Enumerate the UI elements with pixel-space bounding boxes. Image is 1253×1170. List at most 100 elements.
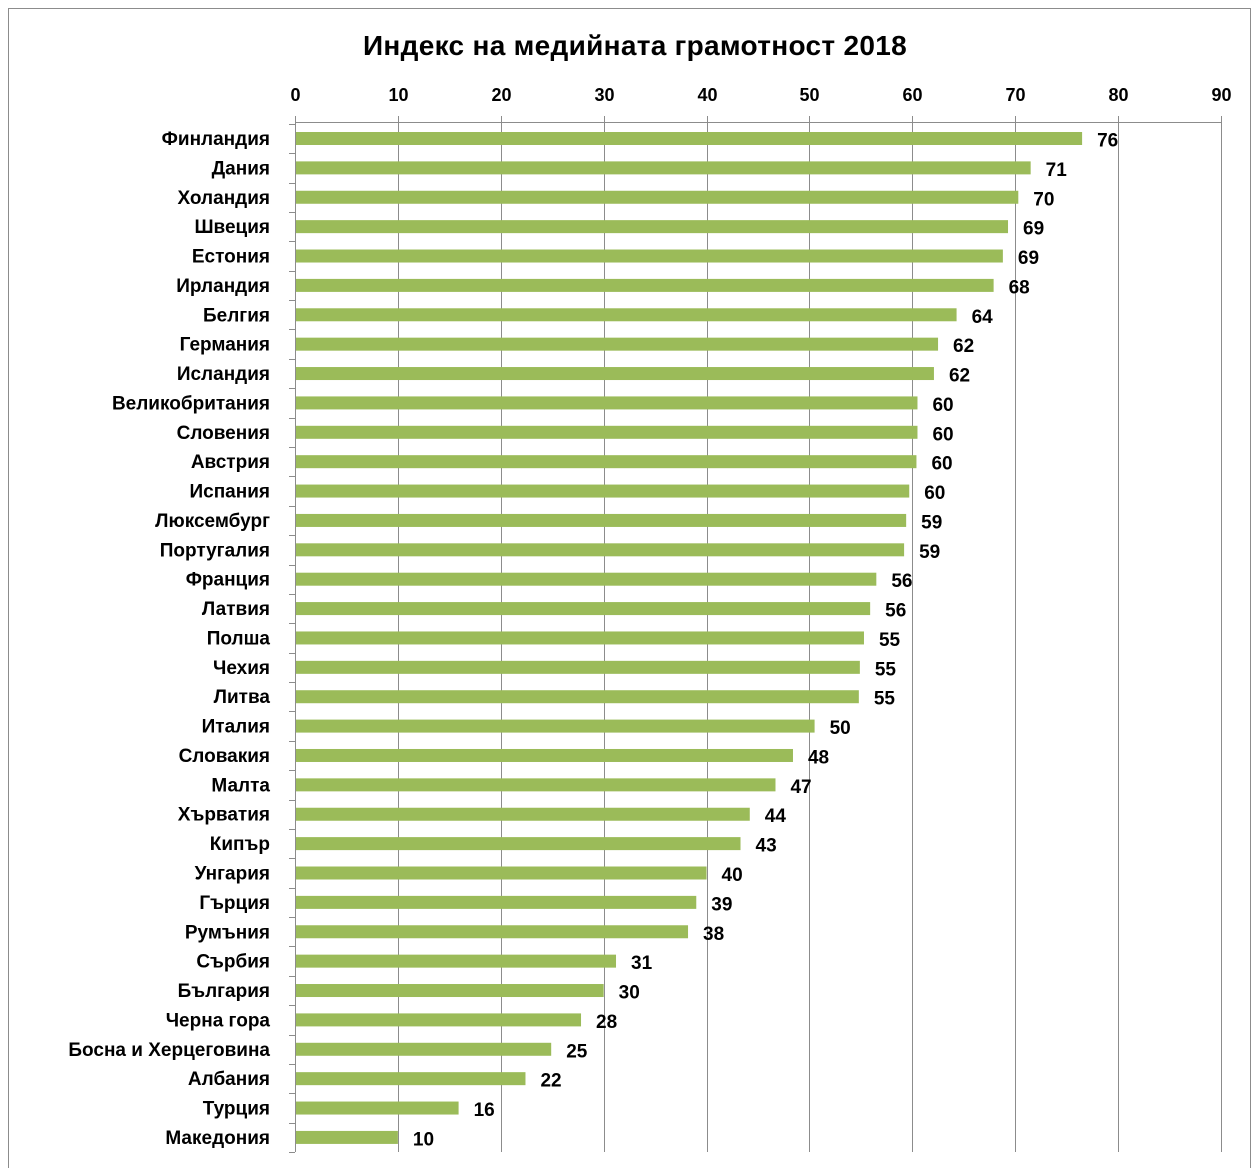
category-label: Румъния [185, 922, 270, 943]
bar [296, 308, 957, 322]
data-label: 48 [808, 747, 829, 768]
category-label: Великобритания [112, 393, 270, 414]
bar [296, 367, 934, 381]
data-label: 60 [932, 395, 953, 416]
category-label: Полша [207, 628, 271, 649]
bar [296, 748, 793, 762]
category-label: Дания [212, 158, 270, 179]
data-label: 16 [474, 1100, 495, 1121]
chart-title: Индекс на медийната грамотност 2018 [363, 30, 907, 61]
category-label: Македония [165, 1128, 270, 1149]
data-label: 71 [1046, 160, 1068, 181]
bar [296, 866, 707, 880]
bar [296, 1013, 582, 1027]
bar [296, 631, 864, 645]
x-tick-label: 30 [594, 85, 614, 105]
data-label: 50 [830, 718, 851, 739]
category-label: Гърция [199, 893, 270, 914]
category-label: Латвия [202, 599, 270, 620]
bar [296, 719, 815, 733]
bar [296, 425, 918, 439]
bar [296, 249, 1003, 263]
data-label: 64 [972, 307, 994, 328]
x-tick-label: 60 [902, 85, 922, 105]
x-tick-label: 50 [799, 85, 819, 105]
data-label: 39 [711, 894, 732, 915]
category-label: Австрия [191, 452, 270, 473]
category-label: Естония [192, 247, 270, 268]
data-label: 56 [885, 601, 906, 622]
bar [296, 954, 617, 968]
data-label: 44 [765, 806, 787, 827]
x-tick-label: 0 [290, 85, 300, 105]
category-label: Словения [177, 423, 270, 444]
x-tick-label: 10 [388, 85, 408, 105]
category-label: Холандия [178, 188, 271, 209]
category-label: Германия [180, 335, 270, 356]
data-label: 55 [879, 630, 901, 651]
category-label: България [178, 981, 270, 1002]
data-label: 68 [1009, 277, 1030, 298]
data-label: 56 [891, 571, 912, 592]
bar [296, 1130, 398, 1144]
category-label: Малта [211, 775, 270, 796]
bar [296, 337, 939, 351]
data-label: 28 [596, 1012, 617, 1033]
x-tick-label: 80 [1108, 85, 1128, 105]
labels: Финландия 76 Дания 71 Холандия 70 Швеция 69 Есто… [68, 129, 1118, 1150]
data-label: 60 [932, 424, 953, 445]
data-label: 60 [931, 454, 952, 475]
bar [296, 543, 905, 557]
category-label: Унгария [195, 864, 270, 885]
category-label: Босна и Херцеговина [68, 1040, 270, 1061]
category-label: Испания [189, 482, 270, 503]
bar [296, 807, 750, 821]
bar [296, 220, 1009, 234]
bar [296, 396, 918, 410]
category-label: Черна гора [166, 1010, 271, 1031]
category-label: Хърватия [178, 805, 270, 826]
data-label: 38 [703, 924, 724, 945]
category-label: Кипър [210, 834, 270, 855]
bar [296, 690, 859, 704]
category-label: Литва [214, 687, 271, 708]
bar [296, 455, 917, 469]
data-label: 70 [1033, 189, 1054, 210]
bar [296, 513, 907, 527]
bar [296, 132, 1083, 145]
category-label: Словакия [179, 746, 270, 767]
bar [296, 660, 860, 674]
x-tick-label: 40 [697, 85, 717, 105]
data-label: 76 [1097, 131, 1118, 152]
x-tick-label: 20 [491, 85, 511, 105]
data-label: 55 [874, 689, 896, 710]
data-label: 25 [566, 1041, 588, 1062]
bar [296, 572, 877, 586]
bar [296, 837, 741, 851]
bar [296, 1101, 459, 1115]
category-label: Италия [202, 717, 270, 738]
x-tick-label: 70 [1005, 85, 1025, 105]
bar [296, 895, 697, 909]
data-label: 62 [949, 366, 970, 387]
data-label: 10 [413, 1129, 434, 1150]
data-label: 47 [790, 777, 811, 798]
data-label: 31 [631, 953, 653, 974]
bar [296, 1042, 552, 1056]
bar [296, 602, 871, 616]
data-label: 43 [756, 836, 777, 857]
data-label: 59 [919, 542, 940, 563]
category-label: Чехия [213, 658, 270, 679]
data-label: 69 [1018, 248, 1039, 269]
category-label: Португалия [160, 540, 270, 561]
data-label: 69 [1023, 219, 1044, 240]
data-label: 55 [875, 659, 897, 680]
bar [296, 984, 604, 998]
category-label: Швеция [194, 217, 270, 238]
bar [296, 484, 910, 498]
category-label: Сърбия [196, 952, 270, 973]
category-label: Исландия [177, 364, 270, 385]
bar [296, 778, 776, 792]
data-label: 40 [722, 865, 743, 886]
